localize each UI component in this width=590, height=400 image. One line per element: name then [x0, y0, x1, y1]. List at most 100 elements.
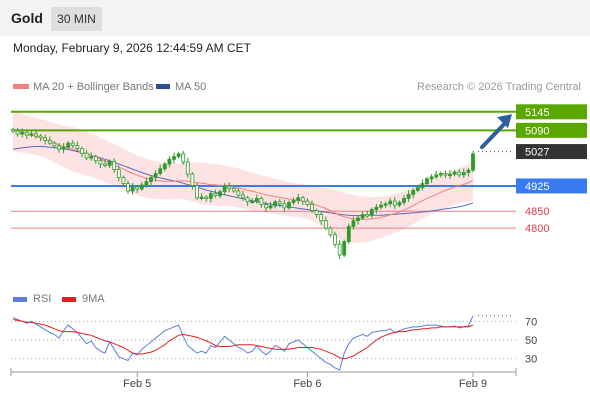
resistance-tag	[516, 122, 587, 138]
candle-body	[383, 203, 388, 206]
candle-body	[406, 193, 411, 199]
credit-text: Research © 2026 Trading Central	[417, 81, 581, 93]
candle-body	[153, 173, 158, 178]
chart-datetime: Monday, February 9, 2026 12:44:59 AM CET	[13, 41, 251, 55]
pivot-tag	[516, 178, 587, 194]
candle-body	[402, 198, 406, 203]
candle-body	[126, 183, 130, 192]
rsi-tick-label: 30	[525, 354, 537, 366]
candle-body	[397, 202, 402, 206]
level-label: 5090	[525, 125, 549, 137]
candle-body	[61, 146, 66, 150]
candle-body	[227, 185, 232, 189]
candle-body	[29, 133, 34, 136]
candle-body	[84, 152, 89, 159]
candle-body	[116, 169, 121, 178]
candle-body	[172, 156, 176, 160]
candle-body	[75, 145, 80, 149]
candle-body	[204, 196, 209, 199]
resistance-tag	[516, 104, 587, 120]
rsi-tick-label: 50	[525, 335, 537, 347]
level-label: 5027	[525, 147, 549, 159]
candle-body	[448, 173, 452, 177]
candle-body	[415, 187, 420, 191]
candle-body	[388, 200, 393, 205]
instrument-title: Gold	[11, 10, 43, 26]
candle-body	[70, 142, 75, 146]
candle-body	[121, 177, 126, 184]
candle-body	[273, 201, 278, 207]
candle-body	[291, 200, 296, 203]
candle-body	[420, 183, 425, 189]
candle-body	[80, 148, 84, 154]
candle-body	[365, 214, 370, 217]
candle-body	[346, 225, 351, 242]
ma20-legend-label: MA 20 + Bollinger Bands	[33, 81, 154, 93]
rsi-tick-label: 70	[525, 316, 537, 328]
ma20-line	[12, 129, 474, 220]
candle-body	[457, 171, 462, 176]
candle-body	[176, 153, 181, 158]
candle-body	[425, 178, 429, 184]
x-axis: Feb 5 Feb 6 Feb 9	[10, 368, 517, 390]
candle-body	[57, 145, 61, 150]
candle-body	[20, 131, 25, 135]
candle-body	[190, 173, 195, 187]
candle-body	[429, 176, 434, 180]
candle-body	[328, 227, 333, 236]
candle-body	[43, 137, 48, 141]
rsi-line	[12, 315, 474, 371]
candle-body	[52, 142, 57, 147]
candle-body	[319, 214, 324, 222]
level-label: 4850	[525, 206, 549, 218]
candle-body	[369, 209, 374, 216]
rsi-pane: 70 50 30	[11, 315, 537, 371]
x-tick-label: Feb 9	[459, 378, 487, 390]
candle-body	[208, 193, 213, 199]
candle-body	[392, 200, 397, 206]
rsi-ma9-line	[12, 319, 474, 360]
ma50-legend-swatch	[156, 84, 170, 89]
candle-body	[254, 198, 259, 202]
level-label: 4925	[525, 181, 549, 193]
candle-body	[471, 153, 475, 171]
candle-body	[310, 204, 314, 211]
candle-body	[135, 186, 140, 190]
candle-body	[296, 197, 301, 201]
candle-body	[245, 197, 250, 203]
candle-body	[162, 163, 167, 170]
candle-body	[231, 187, 236, 192]
forecast-arrow-head	[497, 114, 512, 129]
candle-body	[149, 177, 153, 182]
x-tick-label: Feb 6	[293, 378, 321, 390]
timeframe-button[interactable]: 30 MIN	[51, 7, 102, 31]
candle-body	[434, 174, 439, 178]
candle-body	[287, 202, 291, 209]
candle-body	[452, 171, 457, 175]
forecast-arrow-shaft	[480, 119, 509, 150]
ma9-legend-label: 9MA	[82, 293, 105, 305]
candle-body	[199, 196, 204, 199]
candle-body	[259, 198, 264, 205]
candle-body	[130, 186, 135, 192]
candle-body	[24, 131, 29, 136]
candle-body	[103, 163, 107, 166]
rsi-legend-swatch	[13, 297, 27, 302]
candle-body	[222, 185, 227, 193]
candle-body	[167, 158, 172, 165]
candle-body	[277, 201, 282, 205]
candle-body	[218, 191, 222, 197]
candle-body	[300, 197, 305, 202]
level-label: 4800	[525, 223, 549, 235]
candle-body	[466, 169, 471, 173]
candle-body	[213, 193, 218, 197]
candle-body	[443, 173, 448, 176]
candle-body	[195, 185, 199, 199]
candle-body	[112, 160, 117, 170]
candle-body	[181, 153, 186, 163]
candle-body	[379, 204, 383, 208]
x-tick-label: Feb 5	[123, 378, 151, 390]
candle-body	[34, 133, 38, 137]
